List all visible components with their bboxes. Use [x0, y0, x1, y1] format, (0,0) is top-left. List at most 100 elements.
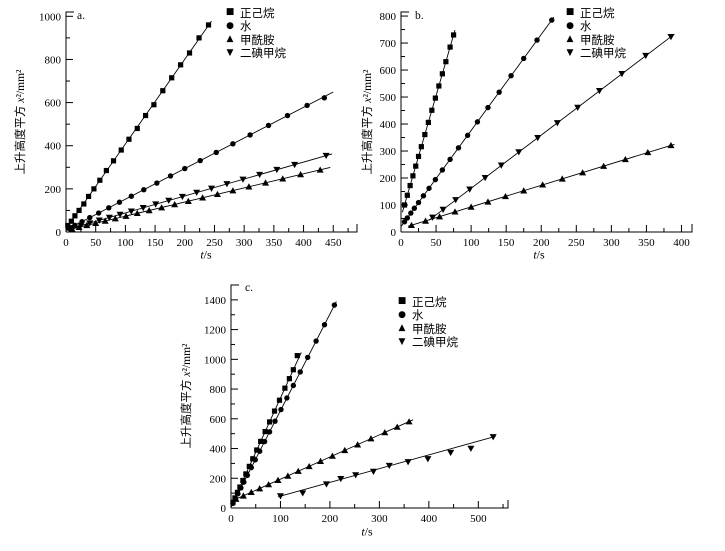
legend-label: 二碘甲烷: [580, 48, 626, 61]
point-water: [432, 176, 439, 183]
point-hexane: [271, 408, 278, 414]
point-hexane: [205, 22, 212, 28]
legend-item-formamide: ▲ 甲酰胺: [564, 33, 626, 47]
legend-item-water: ● 水: [224, 20, 286, 34]
point-diiodomethane: [239, 176, 247, 183]
point-water: [278, 406, 284, 413]
point-diiodomethane: [466, 186, 474, 193]
axes: [400, 11, 693, 233]
square-marker-icon: ■: [565, 7, 575, 18]
panel-a-y-axis-title: 上升高度平方 x²/mm²: [12, 70, 28, 175]
point-formamide: [317, 457, 325, 464]
legend-label: 水: [240, 21, 252, 34]
point-diiodomethane: [447, 449, 455, 457]
fit-line-diiodomethane: [65, 153, 333, 231]
y-tick-label: 800: [210, 384, 227, 396]
series-water: [401, 17, 555, 225]
point-water: [182, 165, 188, 172]
point-hexane: [439, 71, 445, 77]
x-tick-label: 450: [325, 237, 342, 249]
point-water: [230, 141, 236, 147]
point-hexane: [134, 125, 140, 132]
point-water: [447, 156, 453, 163]
point-hexane: [196, 35, 202, 41]
point-hexane: [76, 207, 82, 214]
axes: [65, 11, 358, 233]
legend-item-formamide: ▲ 甲酰胺: [224, 33, 286, 47]
point-formamide: [284, 472, 292, 479]
legend-label: 正己烷: [240, 7, 275, 20]
point-formamide: [256, 485, 264, 492]
point-formamide: [381, 429, 389, 436]
point-formamide: [122, 212, 130, 219]
x-tick-label: 500: [470, 513, 487, 525]
point-diiodomethane: [95, 217, 103, 224]
x-axis-title-units: /s: [364, 524, 373, 539]
y-axis-title-units: ²/mm²: [181, 343, 193, 372]
point-diiodomethane: [273, 166, 281, 174]
y-tick-label: 0: [391, 227, 397, 239]
point-water: [244, 472, 251, 478]
point-formamide: [297, 171, 305, 178]
y-tick-label: 0: [221, 503, 227, 515]
point-hexane: [151, 102, 157, 108]
point-water: [197, 157, 203, 164]
y-tick-label: 1200: [204, 325, 227, 337]
y-tick-label: 500: [380, 92, 397, 104]
point-diiodomethane: [322, 481, 330, 488]
point-formamide: [484, 198, 492, 205]
point-diiodomethane: [152, 201, 160, 208]
point-diiodomethane: [291, 161, 299, 169]
point-hexane: [81, 201, 87, 207]
point-hexane: [401, 202, 408, 208]
point-hexane: [103, 167, 109, 174]
point-water: [128, 193, 135, 199]
legend-label: 甲酰胺: [412, 323, 447, 336]
point-formamide: [245, 183, 253, 190]
point-hexane: [407, 182, 413, 189]
point-diiodomethane: [322, 152, 330, 160]
triangle-down-marker-icon: ▼: [398, 336, 406, 347]
x-axis-title-variable: t: [533, 247, 537, 262]
point-hexane: [436, 83, 442, 89]
point-diiodomethane: [299, 490, 307, 497]
legend-label: 水: [580, 21, 592, 34]
x-tick-label: 100: [272, 513, 289, 525]
panel-a-label: a.: [77, 10, 85, 22]
point-formamide: [239, 492, 247, 499]
circle-marker-icon: ●: [398, 309, 406, 320]
point-water: [284, 112, 291, 119]
point-water: [252, 457, 258, 463]
point-formamide: [171, 200, 179, 208]
point-diiodomethane: [424, 456, 432, 463]
point-water: [401, 219, 408, 225]
x-tick-label: 350: [266, 237, 283, 249]
point-diiodomethane: [667, 34, 675, 41]
axes: [230, 284, 509, 509]
panel-a-legend: ■ 正己烷 ● 水 ▲ 甲酰胺 ▼ 二碘甲烷: [224, 6, 286, 61]
point-water: [95, 210, 102, 216]
point-formamide: [408, 221, 416, 229]
point-formamide: [422, 217, 430, 224]
point-water: [534, 37, 540, 43]
point-formamide: [199, 194, 207, 201]
y-tick-label: 400: [210, 444, 227, 456]
point-diiodomethane: [481, 174, 489, 182]
point-water: [415, 199, 422, 206]
point-hexane: [65, 222, 71, 229]
legend-item-hexane: ■ 正己烷: [396, 295, 458, 309]
y-tick-label: 600: [45, 98, 62, 110]
point-diiodomethane: [534, 134, 542, 142]
point-hexane: [432, 95, 438, 101]
point-water: [241, 479, 247, 485]
point-formamide: [600, 162, 608, 169]
point-hexane: [413, 163, 419, 169]
panel-b-label: b.: [415, 10, 424, 22]
point-formamide: [101, 217, 109, 224]
point-diiodomethane: [385, 462, 393, 470]
series-formamide: [68, 166, 324, 232]
point-diiodomethane: [642, 52, 650, 60]
point-water: [439, 167, 446, 173]
point-water: [304, 354, 311, 361]
